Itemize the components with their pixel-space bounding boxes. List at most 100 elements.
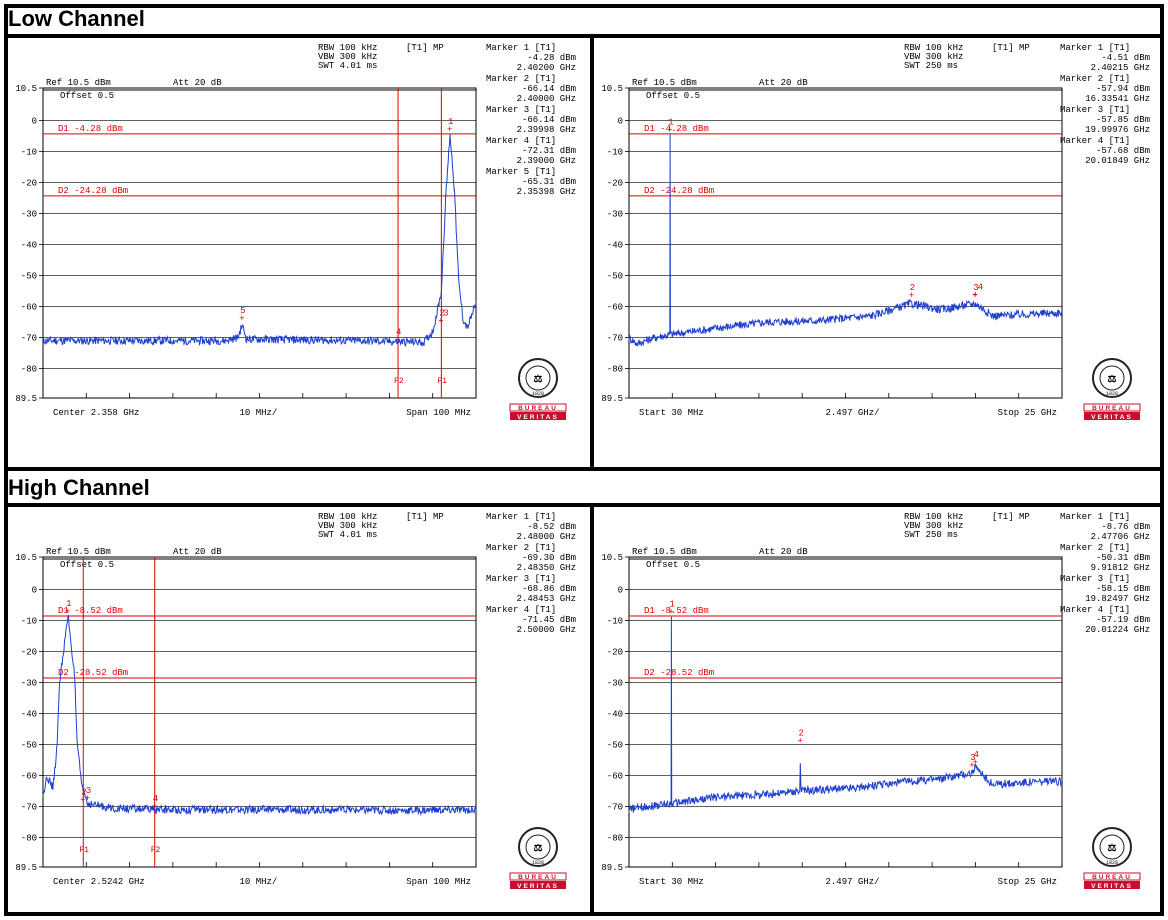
marker-label: 1 <box>668 118 673 128</box>
y-tick-label: -40 <box>607 241 623 251</box>
trace-mode-label: [T1] MP <box>406 512 444 522</box>
y-tick-label: -80 <box>607 834 623 844</box>
y-tick-label: 10.5 <box>601 84 623 94</box>
y-tick-label: -20 <box>607 179 623 189</box>
spectrum-trace <box>42 133 477 348</box>
y-tick-label: -10 <box>607 148 623 158</box>
logo-top-text: BUREAU <box>518 874 558 881</box>
y-tick-label: -40 <box>21 241 37 251</box>
display-line-label: D2 -28.52 dBm <box>644 668 714 678</box>
logo-seal-mark: ⚖ <box>1108 374 1117 385</box>
logo-bottom-band <box>1084 881 1140 889</box>
marker-readout-level: -72.31 dBm <box>522 146 576 156</box>
marker-point: + <box>85 794 90 804</box>
marker-readout-title: Marker 2 [T1] <box>486 543 556 553</box>
logo-seal-mark: ⚖ <box>534 374 543 385</box>
marker-readout-title: Marker 4 [T1] <box>486 136 556 146</box>
y-tick-label: -40 <box>607 710 623 720</box>
plot-frame <box>628 87 1063 399</box>
ref-level-label: Ref 10.5 dBm <box>632 78 697 88</box>
logo-seal-year: 1828 <box>532 391 544 397</box>
y-tick-label: 10.5 <box>601 553 623 563</box>
marker-point: + <box>972 291 977 301</box>
marker-readout-frequency: 2.48350 GHz <box>517 563 576 573</box>
logo-top-band <box>509 872 567 881</box>
marker-readout-frequency: 2.50000 GHz <box>517 625 576 635</box>
y-tick-label: -50 <box>607 741 623 751</box>
marker-label: 1 <box>66 599 71 609</box>
marker-label: 1 <box>448 117 453 127</box>
rbw-label: RBW 100 kHz <box>904 43 963 53</box>
offset-label: Offset 0.5 <box>646 560 700 570</box>
divider <box>4 34 1164 38</box>
frequency-line-label: F2 <box>151 846 161 855</box>
plot-frame <box>42 87 477 399</box>
marker-readout-title: Marker 1 [T1] <box>1060 43 1130 53</box>
display-line-label: D1 -4.28 dBm <box>644 124 709 134</box>
x-start-label: Start 30 MHz <box>639 408 704 418</box>
marker-readout-level: -57.68 dBm <box>1096 146 1150 156</box>
display-line-label: D2 -28.52 dBm <box>58 668 128 678</box>
marker-label: 4 <box>974 750 979 760</box>
marker-readout-level: -58.15 dBm <box>1096 584 1150 594</box>
logo-top-band <box>1083 403 1141 412</box>
marker-readout-title: Marker 2 [T1] <box>1060 543 1130 553</box>
marker-readout-level: -68.86 dBm <box>522 584 576 594</box>
logo-top-text: BUREAU <box>518 405 558 412</box>
y-tick-label: -70 <box>607 334 623 344</box>
marker-readout-level: -57.94 dBm <box>1096 84 1150 94</box>
x-start-label: Center 2.358 GHz <box>53 408 139 418</box>
y-tick-label: -20 <box>21 648 37 658</box>
marker-readout-frequency: 20.01224 GHz <box>1085 625 1150 635</box>
marker-readout-level: -8.52 dBm <box>527 522 576 532</box>
vbw-label: VBW 300 kHz <box>904 521 963 531</box>
marker-point: + <box>797 737 802 747</box>
attenuation-label: Att 20 dB <box>173 547 222 557</box>
x-stop-label: Span 100 MHz <box>406 877 471 887</box>
y-tick-label: -40 <box>21 710 37 720</box>
y-tick-label: 89.5 <box>601 863 623 873</box>
spectrum-trace <box>628 616 1063 814</box>
marker-readout-frequency: 20.01849 GHz <box>1085 156 1150 166</box>
y-tick-label: -10 <box>21 617 37 627</box>
marker-readout-level: -69.30 dBm <box>522 553 576 563</box>
marker-readout-frequency: 2.35398 GHz <box>517 187 576 197</box>
swt-label: SWT 250 ms <box>904 530 958 540</box>
logo-seal-year: 1828 <box>1106 860 1118 866</box>
marker-point: + <box>395 336 400 346</box>
x-division-label: 10 MHz/ <box>240 877 278 887</box>
y-tick-label: -10 <box>21 148 37 158</box>
marker-point: + <box>668 608 673 618</box>
marker-readout-title: Marker 2 [T1] <box>486 74 556 84</box>
divider <box>590 505 594 916</box>
marker-label: 3 <box>973 283 978 293</box>
marker-readout-frequency: 2.40215 GHz <box>1091 63 1150 73</box>
y-tick-label: -30 <box>607 210 623 220</box>
y-tick-label: 89.5 <box>15 394 37 404</box>
marker-label: 4 <box>396 328 401 338</box>
marker-readout-level: -4.51 dBm <box>1101 53 1150 63</box>
trace-mode-label: [T1] MP <box>992 43 1030 53</box>
vbw-label: VBW 300 kHz <box>904 52 963 62</box>
logo-top-text: BUREAU <box>1092 405 1132 412</box>
frequency-line-label: F1 <box>79 846 89 855</box>
divider <box>4 503 1164 507</box>
attenuation-label: Att 20 dB <box>759 78 808 88</box>
y-tick-label: 89.5 <box>15 863 37 873</box>
marker-readout-level: -71.45 dBm <box>522 615 576 625</box>
x-stop-label: Stop 25 GHz <box>998 877 1057 887</box>
marker-readout-level: -65.31 dBm <box>522 177 576 187</box>
logo-seal-year: 1828 <box>532 860 544 866</box>
marker-readout-frequency: 2.40200 GHz <box>517 63 576 73</box>
logo-bottom-band <box>1084 412 1140 420</box>
y-tick-label: -80 <box>21 834 37 844</box>
marker-readout-title: Marker 3 [T1] <box>486 574 556 584</box>
y-tick-label: -50 <box>21 741 37 751</box>
marker-point: + <box>447 125 452 135</box>
y-tick-label: -60 <box>21 772 37 782</box>
marker-readout-frequency: 2.48453 GHz <box>517 594 576 604</box>
y-tick-label: 0 <box>618 117 623 127</box>
logo-seal-inner <box>525 365 551 391</box>
marker-readout-frequency: 16.33541 GHz <box>1085 94 1150 104</box>
marker-point: + <box>152 802 157 812</box>
